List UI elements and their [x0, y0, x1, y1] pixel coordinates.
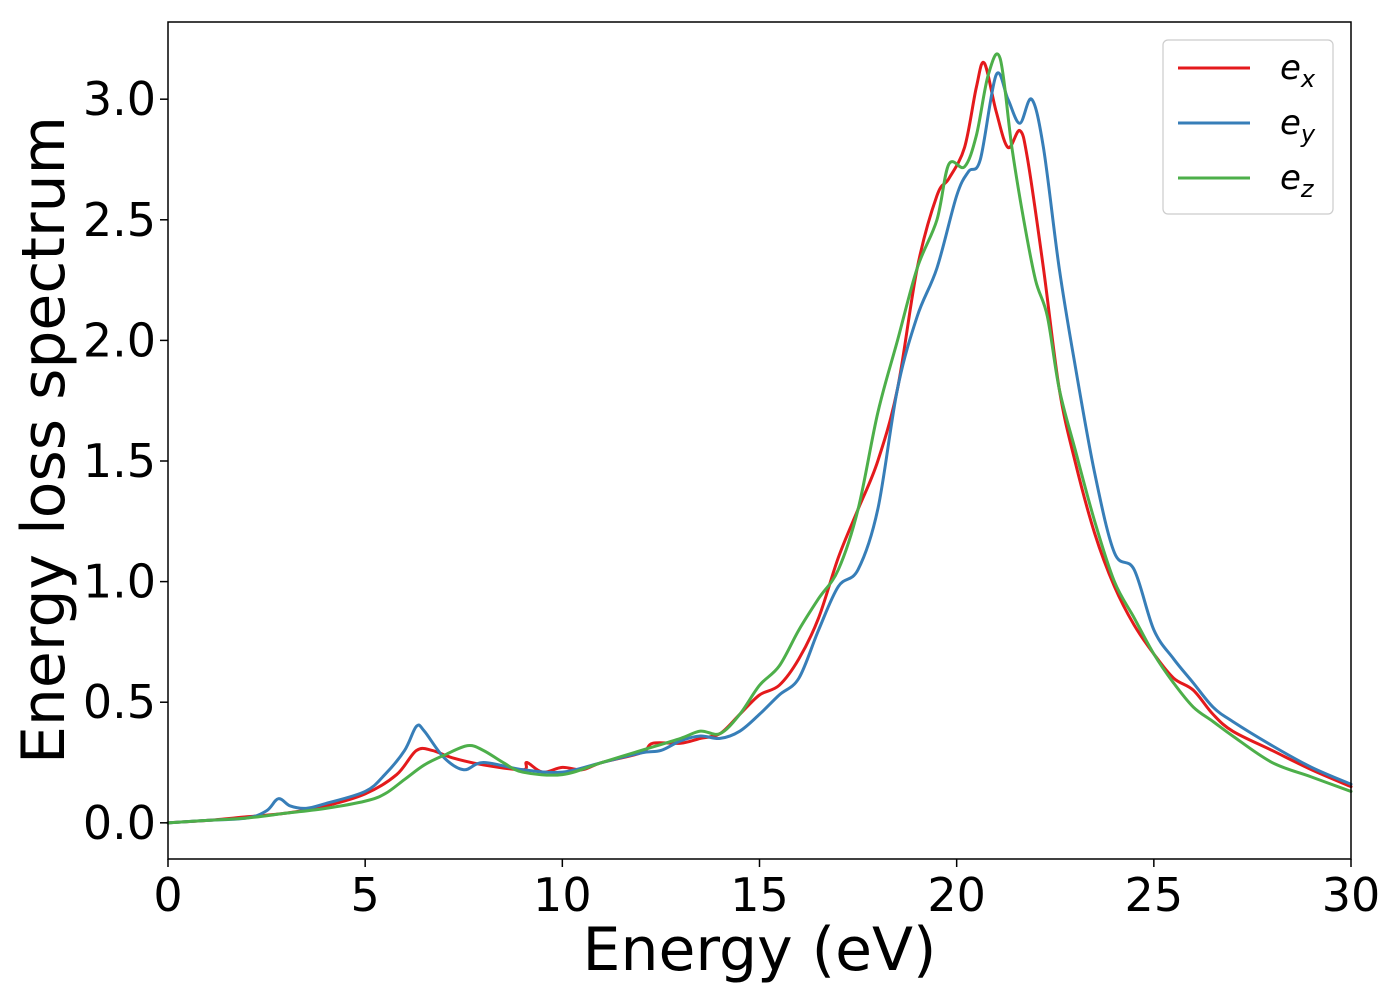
y-axis-label: Energy loss spectrum — [9, 116, 79, 764]
series-line-e-y — [166, 71, 1353, 825]
legend-label-subscript: x — [1300, 65, 1316, 93]
legend-box — [1162, 39, 1334, 215]
series-line-e-z — [166, 52, 1353, 825]
y-axis: 0.0 0.5 1.0 1.5 2.0 2.5 3.0 — [83, 72, 168, 850]
x-tick-label: 15 — [730, 868, 789, 922]
x-tick-label: 30 — [1322, 868, 1381, 922]
legend-label-main: e — [1280, 158, 1301, 198]
legend-label-subscript: z — [1300, 175, 1315, 203]
y-tick-label: 0.5 — [83, 675, 156, 729]
x-tick-label: 25 — [1125, 868, 1184, 922]
x-tick-label: 10 — [533, 868, 592, 922]
y-tick-label: 2.5 — [83, 193, 156, 247]
legend-label: ez — [1280, 158, 1315, 203]
y-tick-label: 1.0 — [83, 555, 156, 609]
legend-label-subscript: y — [1300, 120, 1316, 148]
y-tick-label: 3.0 — [83, 72, 156, 126]
y-tick-label: 1.5 — [83, 434, 156, 488]
x-tick-label: 5 — [351, 868, 380, 922]
x-tick-label: 20 — [927, 868, 986, 922]
x-tick-label: 0 — [153, 868, 182, 922]
y-tick-label: 0.0 — [83, 796, 156, 850]
x-axis-label: Energy (eV) — [583, 915, 937, 985]
series-layer — [166, 52, 1353, 825]
legend-label-main: e — [1280, 103, 1301, 143]
plot-area — [168, 22, 1351, 859]
legend-label-main: e — [1280, 48, 1301, 88]
legend-label: ex — [1280, 48, 1316, 93]
legend-label: ey — [1280, 103, 1316, 148]
y-tick-label: 2.0 — [83, 313, 156, 367]
x-axis: 0 5 10 15 20 25 30 — [153, 859, 1380, 922]
